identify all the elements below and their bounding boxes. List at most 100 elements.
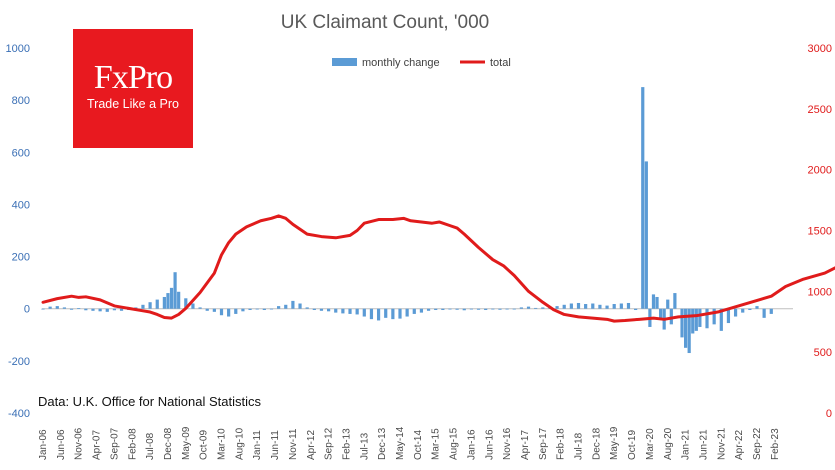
monthly-change-bar [234, 308, 238, 314]
x-axis-tick-label: Dec-18 [591, 427, 602, 460]
legend-total-label: total [490, 57, 511, 69]
monthly-change-bar [712, 308, 716, 325]
monthly-change-bar [191, 303, 195, 309]
monthly-change-bar [448, 308, 452, 310]
monthly-change-bar [148, 302, 152, 309]
source-note: Data: U.K. Office for National Statistic… [38, 394, 262, 409]
x-axis-tick-label: May-14 [395, 426, 406, 460]
right-axis-tick-label: 2500 [808, 104, 832, 116]
monthly-change-bar [441, 308, 445, 311]
monthly-change-bar [680, 308, 684, 338]
left-axis-tick-label: -200 [8, 356, 30, 368]
monthly-change-bar [84, 308, 88, 311]
left-axis-tick-label: 0 [24, 304, 30, 316]
x-axis-tick-label: Jan-16 [466, 429, 477, 460]
monthly-change-bar [376, 308, 381, 321]
monthly-change-bar [534, 307, 538, 309]
monthly-change-bar [262, 308, 266, 311]
right-axis-tick-label: 2000 [808, 165, 832, 177]
right-axis-tick-label: 1500 [808, 226, 832, 238]
monthly-change-bar [476, 308, 481, 310]
monthly-change-bar [434, 308, 438, 311]
x-axis-tick-label: Jun-11 [270, 430, 281, 460]
monthly-change-bar [591, 303, 595, 309]
monthly-change-bar [619, 303, 623, 309]
monthly-change-bar [666, 299, 670, 309]
right-axis-tick-label: 3000 [808, 43, 832, 55]
x-axis-tick-label: Feb-13 [341, 428, 352, 460]
monthly-change-bar [698, 308, 702, 327]
monthly-change-bar [91, 308, 95, 311]
left-axis-tick-label: 200 [12, 252, 30, 264]
monthly-change-bar [134, 307, 138, 309]
left-y-axis: -400 -200 0 200 400 600 800 1000 [6, 43, 30, 420]
monthly-change-bar [576, 302, 581, 309]
monthly-change-bar [659, 308, 663, 320]
monthly-change-bar [112, 308, 116, 311]
monthly-change-bar [455, 308, 459, 310]
monthly-change-bar [705, 308, 709, 329]
monthly-change-bar [726, 308, 731, 324]
monthly-change-bar [219, 308, 224, 316]
x-axis-tick-label: Oct-14 [413, 430, 424, 460]
monthly-change-bar [355, 308, 359, 315]
monthly-change-bar [327, 308, 331, 312]
x-axis-tick-label: Mar-10 [217, 428, 228, 460]
x-axis-tick-label: Jan-21 [681, 429, 692, 460]
x-axis-tick-label: Dec-08 [163, 427, 174, 460]
monthly-change-bar [48, 306, 52, 309]
monthly-change-bar [419, 308, 424, 313]
right-y-axis: 0 500 1000 1500 2000 2500 3000 [808, 43, 832, 420]
x-axis-tick-label: Sep-07 [109, 427, 120, 460]
x-axis-tick-label: Jul-18 [574, 432, 585, 460]
monthly-change-bar [562, 304, 566, 309]
monthly-change-bar [398, 308, 402, 319]
monthly-change-bar [77, 308, 81, 309]
monthly-change-bar [284, 304, 288, 309]
monthly-change-bar [741, 308, 745, 313]
monthly-change-bar [391, 308, 395, 320]
monthly-change-bar [426, 308, 431, 311]
x-axis-tick-label: Feb-18 [556, 428, 567, 460]
x-axis-tick-label: Feb-23 [770, 428, 781, 460]
x-axis-tick-label: Nov-16 [502, 427, 513, 460]
monthly-change-bar [748, 308, 752, 311]
monthly-change-bar [412, 308, 416, 314]
monthly-change-bar [769, 308, 773, 314]
logo-tagline: Trade Like a Pro [87, 97, 179, 111]
chart-title: UK Claimant Count, '000 [281, 12, 490, 33]
right-axis-tick-label: 0 [826, 408, 832, 420]
x-axis-tick-label: May-19 [609, 426, 620, 460]
monthly-change-bar [155, 299, 159, 309]
monthly-change-bar [644, 161, 648, 309]
monthly-change-bar [755, 306, 759, 309]
monthly-change-bar [691, 308, 695, 334]
x-axis-tick-label: Apr-17 [520, 430, 531, 460]
monthly-change-bar [505, 308, 509, 310]
x-axis-tick-label: Jun-06 [56, 429, 67, 460]
x-axis-tick-label: Jun-16 [484, 429, 495, 460]
monthly-change-bar [105, 308, 109, 312]
monthly-change-bar [634, 308, 638, 311]
monthly-change-bar [669, 308, 673, 325]
monthly-change-bar [212, 308, 216, 312]
left-axis-tick-label: -400 [8, 408, 30, 420]
x-axis-tick-label: Aug-20 [663, 427, 674, 460]
monthly-change-bar [312, 308, 316, 311]
monthly-change-bar [62, 307, 67, 309]
x-axis-tick-label: Jul-13 [359, 432, 370, 460]
monthly-change-bar [512, 308, 516, 310]
x-axis-tick-label: Feb-08 [127, 428, 138, 460]
monthly-change-bar [184, 298, 188, 309]
monthly-change-bar [248, 308, 252, 311]
left-axis-tick-label: 800 [12, 95, 30, 107]
monthly-change-bar [584, 304, 588, 309]
monthly-change-bar [341, 308, 345, 314]
x-axis-tick-label: Aug-10 [234, 427, 245, 460]
monthly-change-bar [555, 306, 559, 309]
monthly-change-bar [198, 307, 202, 309]
x-axis-tick-label: Aug-15 [449, 427, 460, 460]
monthly-change-bar [55, 306, 59, 309]
monthly-change-bar [484, 308, 488, 311]
monthly-change-bar [98, 308, 102, 312]
